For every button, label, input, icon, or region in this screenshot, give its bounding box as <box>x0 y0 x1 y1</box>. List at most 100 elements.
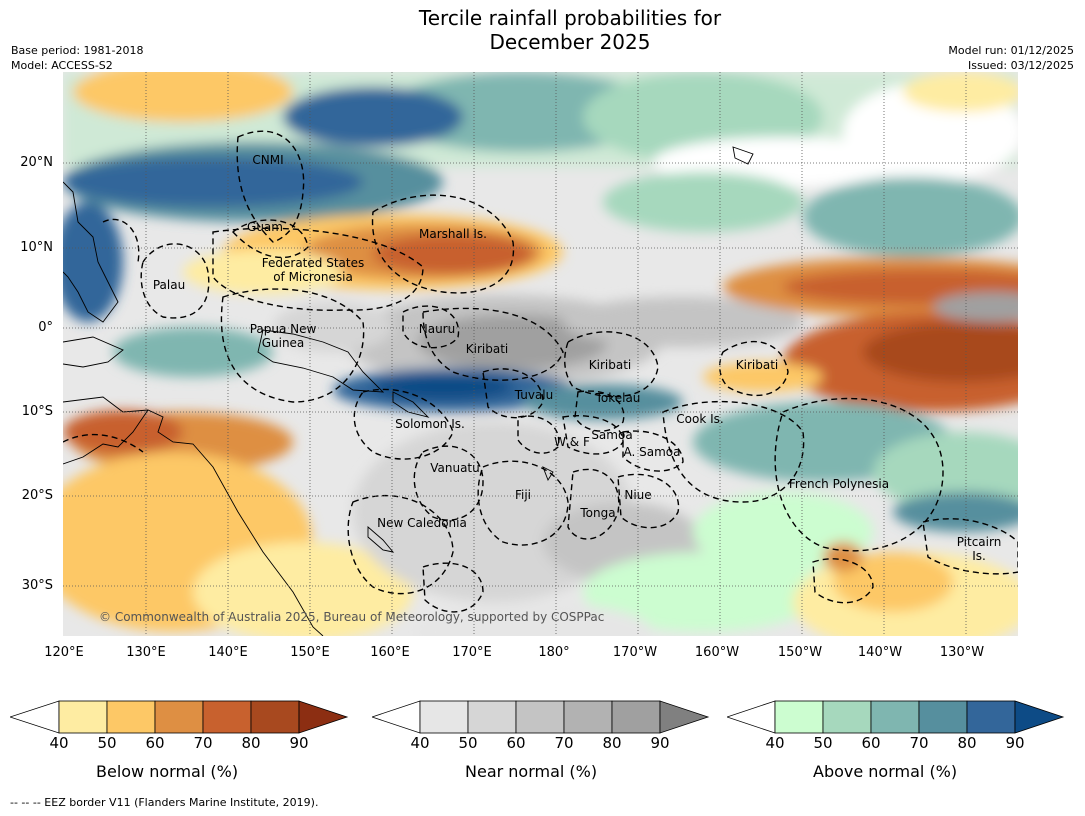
label-niue: Niue <box>624 488 651 502</box>
cbar-below-tick-80: 80 <box>241 734 261 752</box>
cbar-below-tick-50: 50 <box>97 734 117 752</box>
colorbar-near-bin-60-70 <box>515 700 565 734</box>
colorbar-above-lower <box>727 700 776 734</box>
label-samoa: Samoa <box>591 428 632 442</box>
label-tokelau: Tokelau <box>595 391 641 405</box>
colorbar-near-bin-50-60 <box>467 700 517 734</box>
colorbar-near-lower <box>372 700 421 734</box>
colorbar-above-bin-40-50 <box>774 700 824 734</box>
eez-palau <box>140 243 210 319</box>
australia-north-coast <box>63 409 149 465</box>
colorbar-near-bin-80-90 <box>611 700 661 734</box>
lat-label-30s: 30°S <box>21 578 53 593</box>
label-french-polynesia: French Polynesia <box>789 477 889 491</box>
label-wallis-futuna: W & F <box>554 435 590 449</box>
eez-tokelau <box>574 390 625 432</box>
label-vanuatu: Vanuatu <box>430 461 480 475</box>
region-labels: CNMI Guam Palau Federated States of Micr… <box>153 153 1001 563</box>
cbar-near-tick-80: 80 <box>602 734 622 752</box>
label-marshall: Marshall Is. <box>419 227 487 241</box>
lon-label-120e: 120°E <box>44 645 84 660</box>
cbar-below-tick-70: 70 <box>193 734 213 752</box>
label-kiribati-east: Kiribati <box>736 358 778 372</box>
lat-label-10s: 10°S <box>21 404 53 419</box>
label-pitcairn-2: Is. <box>972 549 986 563</box>
title-line-1: Tercile rainfall probabilities for <box>418 6 722 30</box>
cbar-near-tick-60: 60 <box>506 734 526 752</box>
eez-footnote: -- -- -- EEZ border V11 (Flanders Marine… <box>10 796 319 809</box>
label-pitcairn-1: Pitcairn <box>957 535 1002 549</box>
cbar-above-tick-60: 60 <box>861 734 881 752</box>
colorbar-below-bin-70-80 <box>202 700 252 734</box>
philippines <box>63 181 119 323</box>
eez-new-caledonia <box>347 494 454 595</box>
lat-label-0: 0° <box>38 320 53 335</box>
eez-french-polynesia <box>774 397 944 552</box>
lon-label-170w: 170°W <box>612 645 658 660</box>
colorbar-above-bin-50-60 <box>822 700 872 734</box>
cbar-below-tick-60: 60 <box>145 734 165 752</box>
cbar-above-tick-80: 80 <box>957 734 977 752</box>
colorbar-near-label: Near normal (%) <box>465 762 598 781</box>
eez-solomon <box>353 388 454 460</box>
eez-png <box>220 288 365 403</box>
colorbar-below-bin-80-90 <box>250 700 300 734</box>
eez-borders <box>63 130 1018 613</box>
eez-vanuatu <box>413 445 484 521</box>
label-fsm-2: of Micronesia <box>273 270 353 284</box>
cbar-below-tick-40: 40 <box>49 734 69 752</box>
cbar-near-tick-90: 90 <box>650 734 670 752</box>
colorbar-near <box>372 700 710 734</box>
lon-label-170e: 170°E <box>452 645 492 660</box>
lon-label-180: 180° <box>538 645 570 660</box>
eez-australia <box>63 434 144 453</box>
new-caledonia <box>367 526 395 553</box>
colorbar-near-bin-40-50 <box>419 700 469 734</box>
fiji-islands <box>542 466 554 482</box>
lon-label-130w: 130°W <box>939 645 985 660</box>
lat-label-20n: 20°N <box>20 155 53 170</box>
label-tuvalu: Tuvalu <box>514 388 554 402</box>
colorbar-below-lower <box>10 700 60 734</box>
label-tonga: Tonga <box>579 506 615 520</box>
probability-fields <box>63 72 1018 636</box>
eez-nauru <box>402 305 460 349</box>
borneo-celebes <box>63 336 124 368</box>
colorbar-above-upper <box>1014 700 1065 734</box>
rainfall-map: CNMI Guam Palau Federated States of Micr… <box>63 72 1018 636</box>
colorbar-above-bin-70-80 <box>918 700 968 734</box>
eez-cook <box>662 400 805 503</box>
label-solomon: Solomon Is. <box>395 417 465 431</box>
colorbar-above <box>727 700 1065 734</box>
label-guam: Guam <box>247 220 283 234</box>
label-american-samoa: A. Samoa <box>624 445 681 459</box>
label-kiribati-central: Kiribati <box>589 358 631 372</box>
copyright-text: © Commonwealth of Australia 2025, Bureau… <box>99 610 604 624</box>
eez-pitcairn <box>922 518 1018 575</box>
lon-label-160e: 160°E <box>370 645 410 660</box>
meta-left: Base period: 1981-2018 Model: ACCESS-S2 <box>11 43 143 73</box>
lon-label-160w: 160°W <box>694 645 740 660</box>
issued-date: Issued: 03/12/2025 <box>967 59 1074 72</box>
eez-fsm <box>212 227 424 311</box>
cbar-above-tick-50: 50 <box>813 734 833 752</box>
map-title: Tercile rainfall probabilities for Decem… <box>0 6 1085 54</box>
colorbar-above-label: Above normal (%) <box>813 762 958 781</box>
eez-wallis-futuna <box>517 415 560 454</box>
eez-pitcairn-area <box>812 558 874 604</box>
label-png-1: Papua New <box>250 322 317 336</box>
lon-label-150e: 150°E <box>290 645 330 660</box>
colorbar-above-bin-60-70 <box>870 700 920 734</box>
label-new-caledonia: New Caledonia <box>377 516 467 530</box>
eez-kiribati-central <box>564 331 659 398</box>
cbar-below-tick-90: 90 <box>289 734 309 752</box>
cbar-near-tick-70: 70 <box>554 734 574 752</box>
label-nauru: Nauru <box>419 322 455 336</box>
eez-marshall <box>371 194 515 294</box>
colorbar-below-label: Below normal (%) <box>96 762 239 781</box>
model-run: Model run: 01/12/2025 <box>948 44 1074 57</box>
colorbar-above-bin-80-90 <box>966 700 1016 734</box>
label-png-2: Guinea <box>262 336 305 350</box>
colorbar-below-upper <box>298 700 349 734</box>
label-kiribati-west: Kiribati <box>466 342 508 356</box>
